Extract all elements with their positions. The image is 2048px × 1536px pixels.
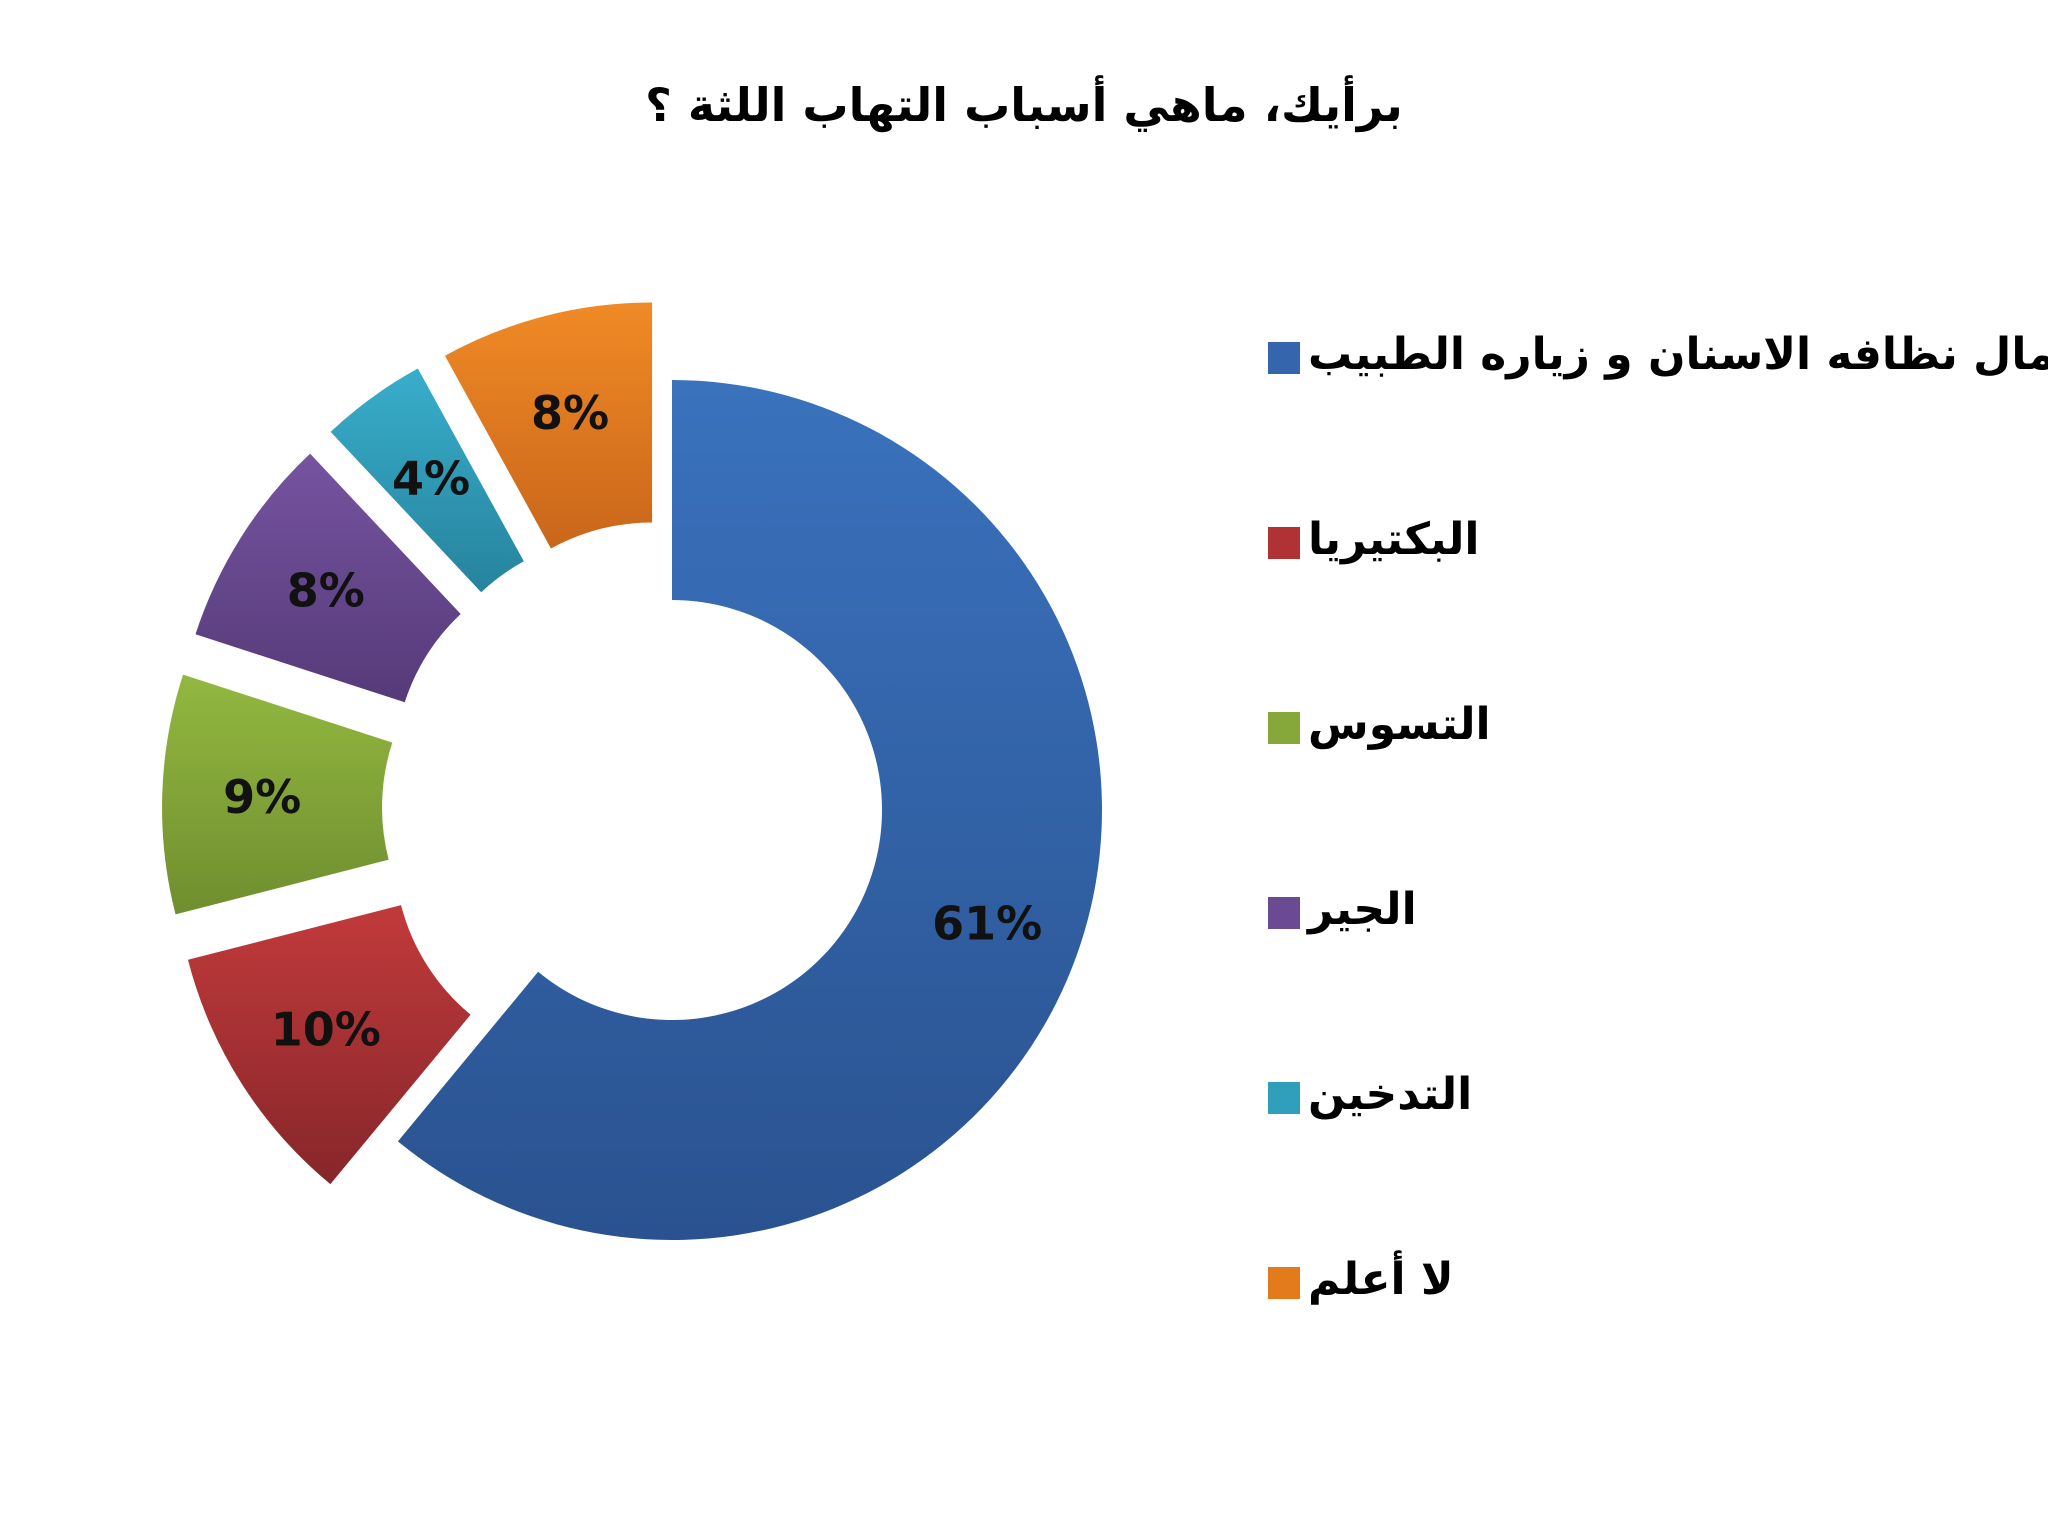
slice-2: [187, 905, 471, 1185]
legend-swatch-4: [1268, 897, 1300, 929]
slice-label-5: 4%: [392, 451, 470, 505]
slice-label-1: 61%: [932, 896, 1042, 950]
legend-swatch-2: [1268, 527, 1300, 559]
legend-item-1: اهمال نظافه الاسنان و زياره الطبيب: [1260, 320, 2048, 390]
legend-item-5: التدخين: [1260, 1060, 2020, 1130]
chart-title: برأيك، ماهي أسباب التهاب اللثة ؟: [645, 78, 1403, 132]
slice-label-3: 9%: [223, 770, 301, 824]
slice-3: [162, 674, 393, 915]
legend-swatch-3: [1268, 712, 1300, 744]
slice-label-2: 10%: [271, 1003, 381, 1057]
slice-6: [444, 302, 653, 549]
legend-item-6: لا أعلم: [1260, 1245, 2020, 1315]
legend-label-5: التدخين: [1308, 1069, 1473, 1120]
legend-swatch-1: [1268, 342, 1300, 374]
legend-label-2: البكتيريا: [1308, 514, 1480, 565]
slice-1: [397, 380, 1103, 1240]
legend-item-4: الجير: [1260, 875, 2020, 945]
legend-label-3: التسوس: [1308, 699, 1491, 750]
legend-label-4: الجير: [1308, 884, 1417, 935]
slice-4: [195, 453, 461, 703]
legend-label-1: اهمال نظافه الاسنان و زياره الطبيب: [1308, 329, 2048, 380]
slice-label-6: 8%: [531, 386, 609, 440]
legend-label-6: لا أعلم: [1308, 1254, 1454, 1305]
legend-swatch-5: [1268, 1082, 1300, 1114]
legend-item-3: التسوس: [1260, 690, 2020, 760]
slice-5: [330, 368, 524, 593]
slice-label-4: 8%: [287, 563, 365, 617]
legend-item-2: البكتيريا: [1260, 505, 2020, 575]
legend-swatch-6: [1268, 1267, 1300, 1299]
